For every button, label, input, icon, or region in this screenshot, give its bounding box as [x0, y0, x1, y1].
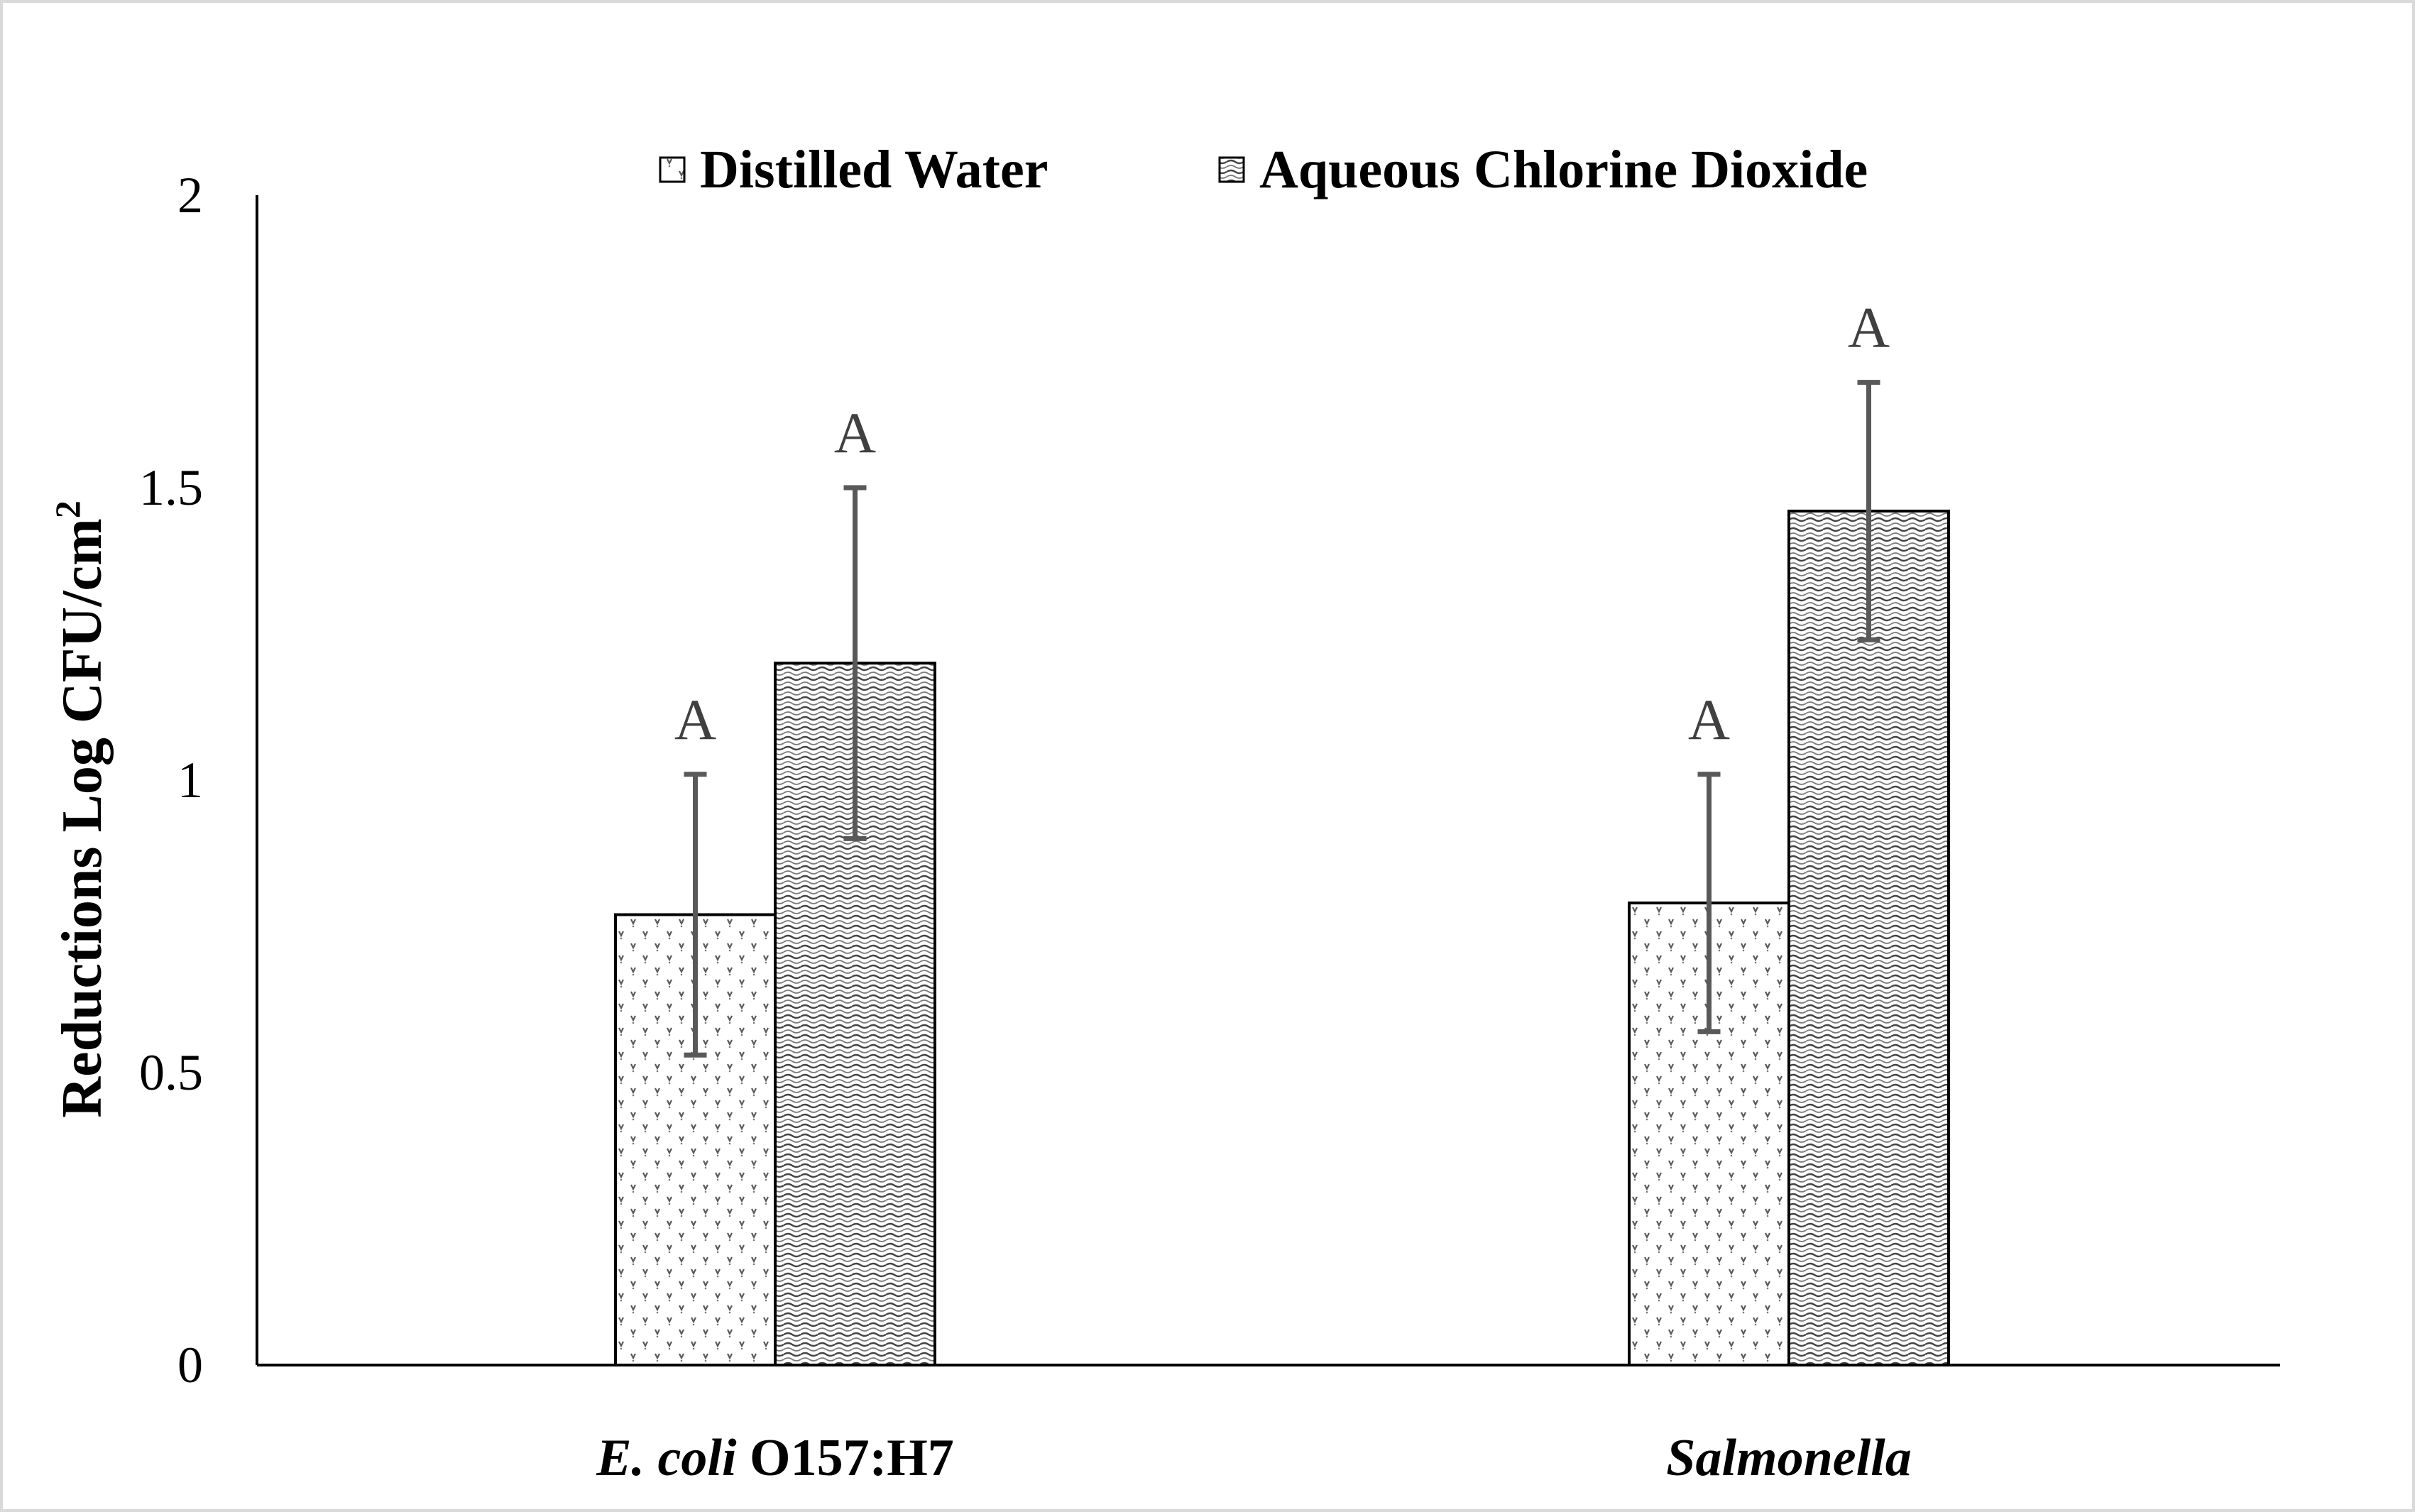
y-tick-label-0-5: 0.5 [139, 1044, 203, 1101]
significance-letters: A A A A [674, 295, 1890, 752]
error-bar-distilled-water-2 [1697, 772, 1721, 1034]
y-tick-labels: 0 0.5 1 1.5 2 [139, 167, 203, 1393]
legend-label-aqueous-chlorine-dioxide: Aqueous Chlorine Dioxide [1259, 140, 1868, 199]
y-axis-title: Reductions Log CFU/cm2 [48, 500, 114, 1117]
legend: Distilled Water Aqueous Chlorine Dioxide [659, 140, 1868, 199]
legend-swatch-distilled-water [659, 156, 686, 183]
legend-item-distilled-water: Distilled Water [659, 140, 1048, 199]
significance-letter-distilled-water-1: A [674, 687, 716, 752]
legend-item-aqueous-chlorine-dioxide: Aqueous Chlorine Dioxide [1218, 140, 1868, 199]
x-category-label-1: E. coli O157:H7 [596, 1429, 954, 1487]
y-tick-label-2: 2 [177, 167, 203, 224]
y-tick-label-0: 0 [177, 1337, 203, 1393]
x-category-label-2: Salmonella [1666, 1429, 1911, 1487]
bar-aqueous-chlorine-dioxide-2 [1787, 509, 1950, 1367]
legend-label-distilled-water: Distilled Water [700, 140, 1048, 199]
legend-swatch-aqueous-chlorine-dioxide [1218, 156, 1245, 183]
error-bar-aqueous-chlorine-dioxide-2 [1857, 380, 1880, 642]
significance-letter-aqueous-chlorine-dioxide-1: A [834, 400, 876, 465]
error-bars [684, 380, 1880, 1058]
significance-letter-aqueous-chlorine-dioxide-2: A [1848, 295, 1890, 360]
y-tick-label-1-5: 1.5 [139, 459, 203, 516]
bars [614, 509, 1950, 1367]
significance-letter-distilled-water-2: A [1688, 687, 1730, 752]
error-bar-distilled-water-1 [684, 772, 707, 1058]
y-tick-label-1: 1 [177, 752, 203, 809]
x-category-labels: E. coli O157:H7 Salmonella [596, 1429, 1912, 1487]
error-bar-aqueous-chlorine-dioxide-1 [843, 485, 867, 841]
